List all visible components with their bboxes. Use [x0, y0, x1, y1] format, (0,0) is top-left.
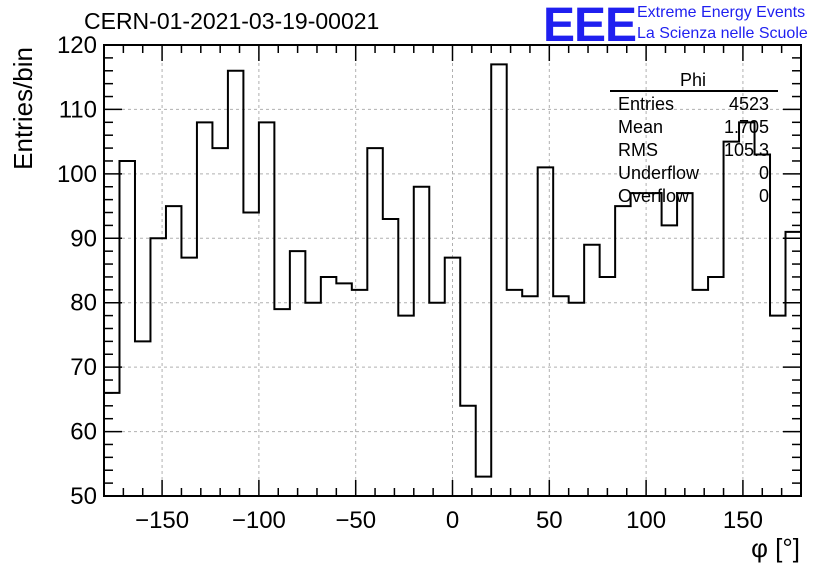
- stats-label-overflow: Overflow: [618, 186, 690, 206]
- axis-ticks: [104, 44, 801, 497]
- y-axis-title: Entries/bin: [8, 47, 38, 170]
- logo-caption-line2: La Scienza nelle Scuole: [637, 25, 808, 42]
- stats-value-entries: 4523: [729, 94, 769, 114]
- grid-lines: [104, 44, 801, 497]
- y-tick-label: 80: [70, 290, 97, 317]
- run-title: CERN-01-2021-03-19-00021: [84, 8, 380, 34]
- stats-box: Phi Entries 4523 Mean 1.705 RMS 105.3 Un…: [610, 70, 778, 206]
- logo-caption-line1: Extreme Energy Events: [637, 4, 806, 21]
- x-tick-label: 50: [536, 507, 563, 534]
- x-axis-title: φ [°]: [751, 533, 800, 563]
- x-tick-label: −50: [335, 507, 376, 534]
- x-tick-label: 0: [446, 507, 459, 534]
- y-tick-label: 100: [57, 161, 97, 188]
- y-tick-label: 70: [70, 354, 97, 381]
- eee-logo: EEE: [543, 0, 637, 52]
- y-tick-label: 50: [70, 483, 97, 510]
- stats-value-mean: 1.705: [724, 117, 769, 137]
- y-tick-label: 110: [59, 96, 97, 123]
- y-tick-labels: 50 60 70 80 90 100 110 120: [57, 32, 97, 510]
- stats-label-underflow: Underflow: [618, 163, 700, 183]
- stats-label-rms: RMS: [618, 140, 658, 160]
- y-tick-label: 90: [70, 225, 97, 252]
- stats-value-rms: 105.3: [724, 140, 769, 160]
- x-tick-label: −100: [232, 507, 286, 534]
- y-tick-label: 120: [57, 32, 97, 59]
- x-tick-label: 100: [626, 507, 666, 534]
- stats-label-mean: Mean: [618, 117, 663, 137]
- x-tick-label: 150: [723, 507, 763, 534]
- stats-label-entries: Entries: [618, 94, 674, 114]
- stats-value-overflow: 0: [759, 186, 769, 206]
- histogram-outline: [103, 63, 802, 496]
- stats-title: Phi: [680, 70, 706, 90]
- x-tick-label: −150: [135, 507, 189, 534]
- x-tick-labels: −150 −100 −50 0 50 100 150: [135, 507, 763, 534]
- y-tick-label: 60: [70, 419, 97, 446]
- stats-value-underflow: 0: [759, 163, 769, 183]
